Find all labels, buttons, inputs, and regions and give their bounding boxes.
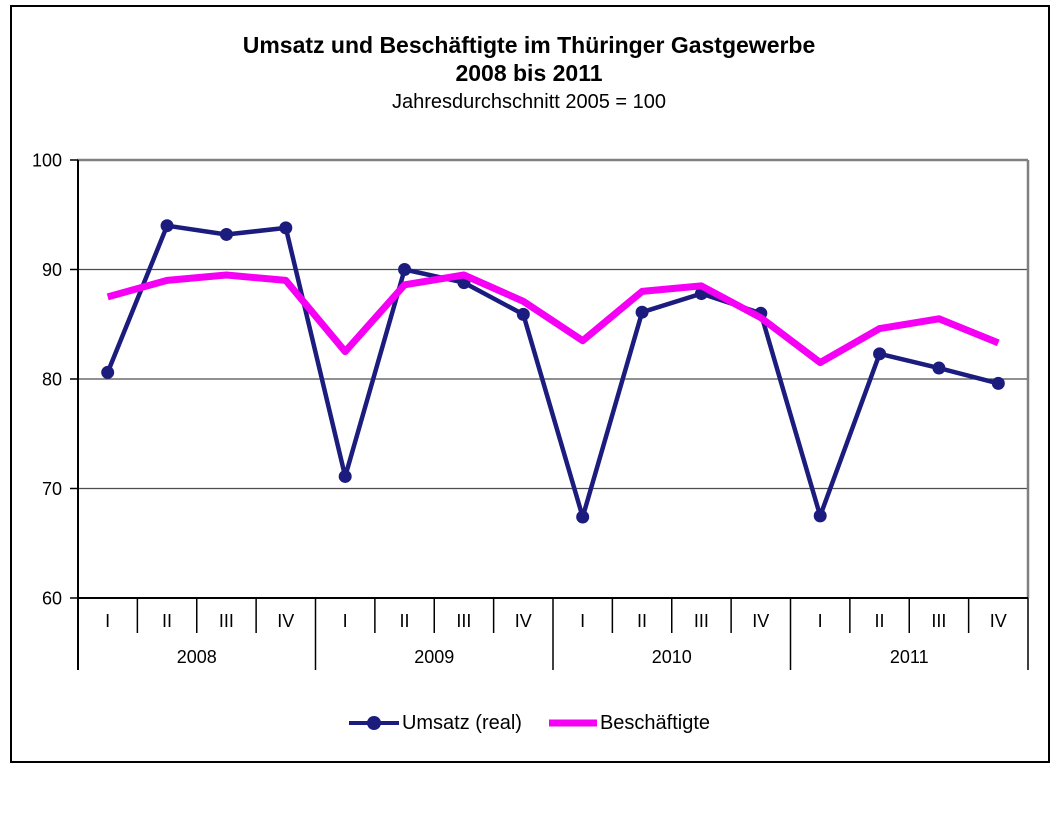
quarter-label: III <box>456 611 471 631</box>
legend-label-beschaeftigte: Beschäftigte <box>599 712 711 734</box>
chart-border-frame <box>10 5 1050 763</box>
umsatz-marker <box>219 227 233 241</box>
beschaeftigte-line-key-icon <box>548 719 597 727</box>
umsatz-marker <box>101 365 115 379</box>
y-tick-label: 70 <box>42 479 62 499</box>
quarter-label: III <box>931 611 946 631</box>
legend: Umsatz (real) Beschäftigte <box>10 704 1048 742</box>
year-label: 2011 <box>890 647 929 667</box>
umsatz-marker <box>516 307 530 321</box>
umsatz-marker <box>279 221 293 235</box>
quarter-label: II <box>162 611 172 631</box>
quarter-label: I <box>580 611 585 631</box>
umsatz-marker <box>635 305 649 319</box>
quarter-label: II <box>637 611 647 631</box>
year-label: 2009 <box>414 647 454 667</box>
y-tick-label: 90 <box>42 260 62 280</box>
quarter-label: III <box>694 611 709 631</box>
chart-title-line2: 2008 bis 2011 <box>455 60 603 86</box>
legend-item-umsatz: Umsatz (real) <box>348 712 522 734</box>
umsatz-marker <box>813 509 827 523</box>
y-tick-label: 80 <box>42 370 62 390</box>
year-label: 2010 <box>652 647 692 667</box>
quarter-label: III <box>219 611 234 631</box>
quarter-label: IV <box>277 611 294 631</box>
umsatz-marker <box>873 347 887 361</box>
y-tick-label: 60 <box>42 589 62 609</box>
beschaeftigte-line <box>106 271 1000 367</box>
year-label: 2008 <box>177 647 217 667</box>
quarter-label: I <box>343 611 348 631</box>
legend-label-umsatz: Umsatz (real) <box>401 712 522 734</box>
quarter-label: IV <box>515 611 532 631</box>
quarter-label: I <box>105 611 110 631</box>
chart-title-line1: Umsatz und Beschäftigte im Thüringer Gas… <box>242 32 816 58</box>
quarter-label: IV <box>990 611 1007 631</box>
umsatz-marker <box>991 376 1005 390</box>
chart-title-block: Umsatz und Beschäftigte im Thüringer Gas… <box>10 31 1048 114</box>
umsatz-marker <box>338 469 352 483</box>
y-tick-label: 100 <box>32 151 62 171</box>
umsatz-marker <box>576 510 590 524</box>
umsatz-line <box>105 223 1001 520</box>
umsatz-marker <box>160 219 174 233</box>
umsatz-marker <box>932 361 946 375</box>
quarter-label: II <box>875 611 885 631</box>
legend-item-beschaeftigte: Beschäftigte <box>548 712 710 734</box>
umsatz-marker <box>398 263 412 276</box>
chart-subtitle: Jahresdurchschnitt 2005 = 100 <box>391 91 667 113</box>
quarter-label: I <box>818 611 823 631</box>
quarter-label: II <box>400 611 410 631</box>
umsatz-line-key-icon <box>348 716 399 730</box>
quarter-label: IV <box>752 611 769 631</box>
